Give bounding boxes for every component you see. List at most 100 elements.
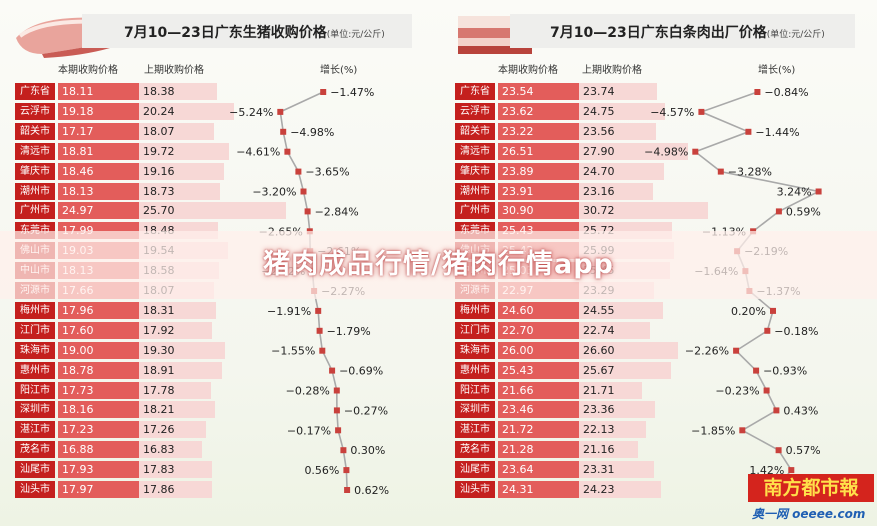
city-label: 潮州市 <box>15 182 55 200</box>
city-label: 江门市 <box>15 321 55 339</box>
growth-point <box>753 367 760 374</box>
growth-label: −1.55% <box>271 345 315 358</box>
growth-point <box>788 467 795 474</box>
bar-previous: 16.83 <box>139 441 202 459</box>
growth-label: −4.98% <box>290 126 334 139</box>
bar-current: 17.96 <box>58 301 159 319</box>
growth-point <box>763 387 770 394</box>
bar-current: 21.72 <box>498 421 589 439</box>
growth-point <box>764 327 771 334</box>
growth-point <box>815 188 822 195</box>
bar-previous: 19.72 <box>139 142 229 160</box>
bar-previous: 20.24 <box>139 102 234 120</box>
bar-current: 18.46 <box>58 162 164 180</box>
city-label: 汕尾市 <box>455 461 495 479</box>
bar-previous: 24.55 <box>579 301 663 319</box>
bar-previous: 25.70 <box>139 202 286 220</box>
city-label: 韶关市 <box>455 122 495 140</box>
city-label: 汕尾市 <box>15 461 55 479</box>
growth-point <box>335 427 342 434</box>
growth-label: 3.24% <box>777 186 812 199</box>
bar-previous: 30.72 <box>579 202 708 220</box>
growth-point <box>343 467 350 474</box>
bar-current: 17.23 <box>58 421 152 439</box>
city-label: 深圳市 <box>15 401 55 419</box>
growth-point <box>304 208 311 215</box>
growth-label: 0.56% <box>304 464 339 477</box>
city-label: 深圳市 <box>455 401 495 419</box>
growth-point <box>775 447 782 454</box>
growth-point <box>773 407 780 414</box>
bar-previous: 17.86 <box>139 481 212 498</box>
city-label: 肇庆市 <box>455 162 495 180</box>
city-label: 汕头市 <box>15 481 55 498</box>
col-head-current: 本期收购价格 <box>58 65 118 76</box>
overlay-title: 猪肉成品行情/猪肉行情app <box>263 249 614 280</box>
growth-point <box>300 188 307 195</box>
growth-label: −0.93% <box>763 365 807 378</box>
growth-label: −1.79% <box>327 325 371 338</box>
city-label: 广东省 <box>15 83 55 100</box>
city-label: 惠州市 <box>455 361 495 379</box>
bar-previous: 25.67 <box>579 361 671 379</box>
growth-point <box>316 327 323 334</box>
bar-previous: 24.70 <box>579 162 664 180</box>
col-head-previous: 上期收购价格 <box>144 65 204 76</box>
growth-label: −0.23% <box>715 385 759 398</box>
growth-label: −1.91% <box>267 305 311 318</box>
growth-label: 0.59% <box>786 205 821 218</box>
bar-previous: 19.16 <box>139 162 224 180</box>
bar-previous: 18.91 <box>139 361 222 379</box>
bar-previous: 21.71 <box>579 381 642 399</box>
growth-point <box>733 347 740 354</box>
bar-previous: 24.75 <box>579 102 665 120</box>
growth-point <box>284 148 291 155</box>
bar-previous: 17.26 <box>139 421 206 439</box>
city-label: 茂名市 <box>455 441 495 459</box>
city-label: 潮州市 <box>455 182 495 200</box>
growth-point <box>754 89 761 95</box>
growth-point <box>770 307 776 314</box>
growth-label: −2.84% <box>315 205 359 218</box>
growth-label: −3.20% <box>252 186 296 199</box>
growth-point <box>329 367 336 374</box>
bar-previous: 17.78 <box>139 381 211 399</box>
bar-current: 21.28 <box>498 441 585 459</box>
city-label: 湛江市 <box>15 421 55 439</box>
growth-point <box>319 347 326 354</box>
growth-label: −4.98% <box>644 146 688 159</box>
growth-point <box>698 108 705 115</box>
growth-label: −0.84% <box>764 86 808 99</box>
col-head-growth: 增长(%) <box>320 65 358 76</box>
bar-current: 17.97 <box>58 481 159 498</box>
growth-point <box>280 128 287 135</box>
bar-current: 16.88 <box>58 441 149 459</box>
bar-previous: 23.16 <box>579 182 653 200</box>
growth-point <box>333 387 340 394</box>
bar-previous: 23.31 <box>579 461 654 479</box>
growth-label: −0.18% <box>774 325 818 338</box>
growth-label: −1.47% <box>330 86 374 99</box>
city-label: 云浮市 <box>455 102 495 120</box>
growth-label: 0.62% <box>354 484 389 497</box>
bar-previous: 23.74 <box>579 83 657 100</box>
bar-current: 23.64 <box>498 461 603 479</box>
col-head-current: 本期收购价格 <box>498 65 558 76</box>
title-band <box>510 14 855 48</box>
bar-previous: 18.38 <box>139 83 217 100</box>
bar-current: 23.62 <box>498 102 602 120</box>
growth-label: 0.43% <box>783 404 818 417</box>
col-head-growth: 增长(%) <box>758 65 796 76</box>
growth-label: 1.42% <box>749 464 784 477</box>
growth-point <box>692 148 699 155</box>
city-label: 珠海市 <box>15 341 55 359</box>
bar-current: 23.54 <box>498 83 602 100</box>
city-label: 云浮市 <box>15 102 55 120</box>
bar-previous: 23.56 <box>579 122 656 140</box>
growth-label: −2.26% <box>685 345 729 358</box>
bar-current: 23.46 <box>498 401 601 419</box>
city-label: 湛江市 <box>455 421 495 439</box>
city-label: 梅州市 <box>15 301 55 319</box>
bar-previous: 18.07 <box>139 122 214 140</box>
chart-title: 7月10—23日广东生猪收购价格(单位:元/公斤) <box>124 25 385 41</box>
